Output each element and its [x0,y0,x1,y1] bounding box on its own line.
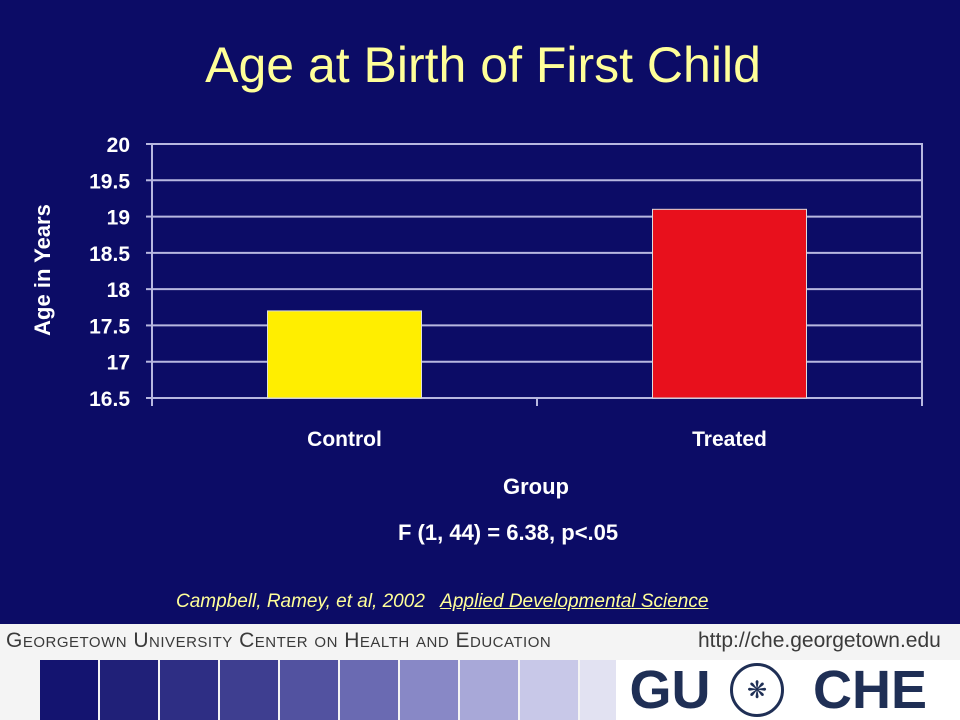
university-seal-icon: ❋ [730,663,784,717]
x-tick-label: Control [307,428,382,451]
footer-org-name: Georgetown University Center on Health a… [6,629,552,652]
bar-treated [652,208,807,399]
statistics-note: F (1, 44) = 6.38, p<.05 [398,520,619,545]
logo-gu-text: GU [629,660,711,720]
y-tick-label: 18.5 [89,243,130,266]
guche-logo: GU ❋ CHE [616,660,960,720]
y-tick-label: 16.5 [89,388,130,411]
chart-tick-labels: 20 19.5 19 18.5 18 17.5 17 16.5 Control Treated [89,134,767,451]
footer-color-stripes [40,660,636,720]
y-tick-label: 19 [107,207,130,230]
slide-title: Age at Birth of First Child [205,37,761,93]
footer-url[interactable]: http://che.georgetown.edu [698,629,941,652]
bar-control [267,310,422,399]
x-tick-label: Treated [692,428,767,451]
y-tick-label: 20 [107,134,130,157]
citation: Campbell, Ramey, et al, 2002 Applied Dev… [176,591,708,613]
y-tick-label: 19.5 [89,170,130,193]
citation-journal-link[interactable]: Applied Developmental Science [440,591,709,612]
y-tick-label: 18 [107,279,131,302]
x-axis-label: Group [503,474,569,499]
logo-che-text: CHE [812,660,927,720]
y-tick-label: 17 [107,352,130,375]
chart-bars [267,208,807,399]
citation-authors: Campbell, Ramey, et al, 2002 [176,591,425,612]
bar-chart: 20 19.5 19 18.5 18 17.5 17 16.5 Control Treated A… [30,134,923,499]
y-tick-label: 17.5 [89,315,130,338]
y-axis-label: Age in Years [30,204,55,336]
